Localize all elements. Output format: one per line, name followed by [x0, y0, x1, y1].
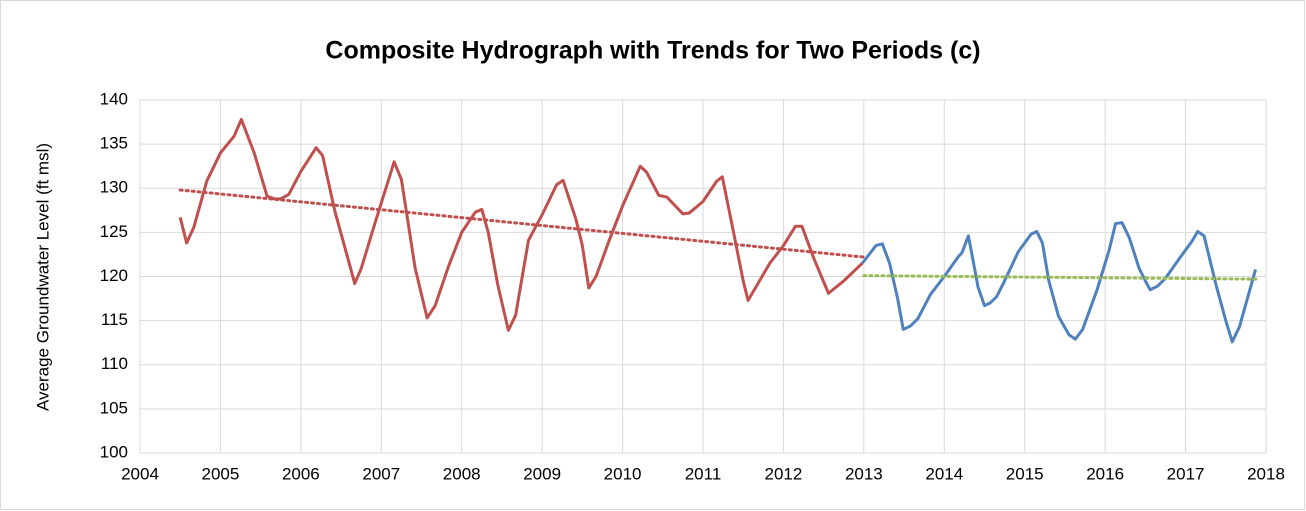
- y-tick-label: 130: [100, 178, 128, 197]
- x-tick-label: 2017: [1167, 464, 1205, 483]
- x-tick-label: 2014: [925, 464, 963, 483]
- chart-title: Composite Hydrograph with Trends for Two…: [325, 37, 980, 65]
- x-tick-label: 2006: [282, 464, 320, 483]
- x-tick-label: 2011: [685, 464, 722, 483]
- x-tick-label: 2016: [1086, 464, 1124, 483]
- y-tick-label: 100: [100, 442, 128, 461]
- y-tick-label: 140: [100, 89, 128, 108]
- x-tick-label: 2005: [202, 464, 240, 483]
- x-tick-label: 2013: [845, 464, 883, 483]
- x-tick-label: 2009: [523, 464, 561, 483]
- series-line: [861, 221, 1257, 344]
- y-tick-label: 135: [100, 134, 128, 153]
- y-tick-label: 125: [100, 222, 128, 241]
- x-tick-label: 2004: [121, 464, 159, 483]
- y-tick-label: 120: [100, 266, 128, 285]
- series-line: [178, 117, 864, 332]
- y-tick-label: 110: [101, 354, 128, 373]
- x-tick-label: 2007: [362, 464, 400, 483]
- y-tick-label: 115: [101, 310, 128, 329]
- y-axis-label: Average Groundwater Level (ft msl): [33, 143, 52, 411]
- trend-line: [862, 274, 1260, 281]
- x-tick-label: 2012: [765, 464, 803, 483]
- x-tick-label: 2018: [1247, 464, 1285, 483]
- y-tick-label: 105: [100, 398, 128, 417]
- x-tick-label: 2008: [443, 464, 481, 483]
- trend-line: [178, 188, 866, 259]
- x-tick-label: 2010: [604, 464, 642, 483]
- x-tick-label: 2015: [1006, 464, 1044, 483]
